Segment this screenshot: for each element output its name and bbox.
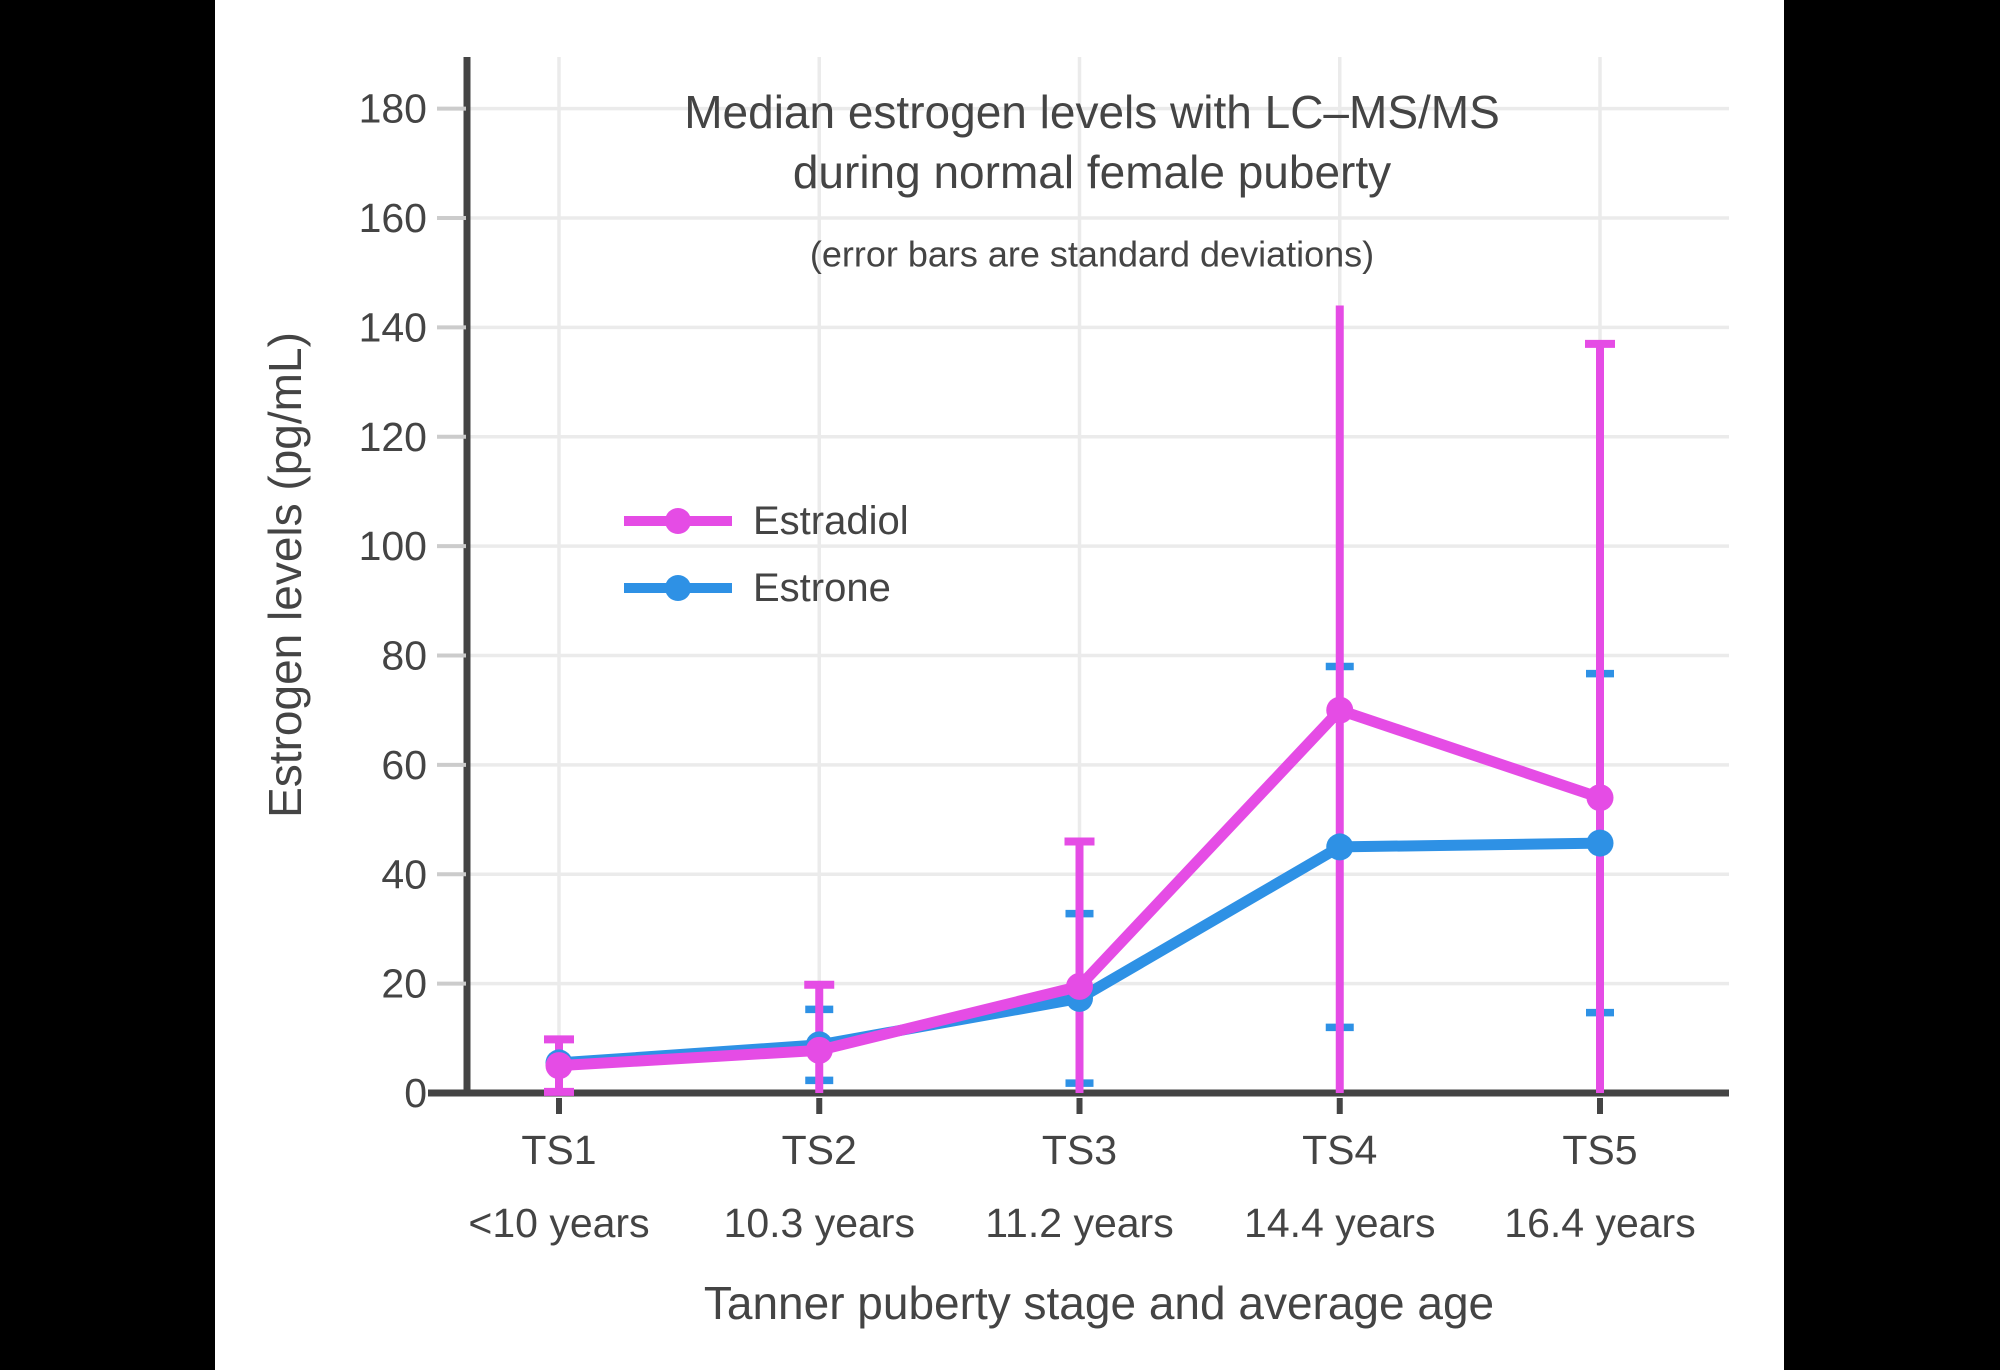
y-tick-label-60: 60 <box>381 742 427 788</box>
y-tick-label-0: 0 <box>404 1070 427 1116</box>
x-tick-label-TS4: TS4 <box>1302 1127 1377 1173</box>
legend-item-estrone[interactable]: Estrone <box>624 566 891 610</box>
y-tick-label-120: 120 <box>359 414 427 460</box>
x-tick-label-TS1: TS1 <box>521 1127 596 1173</box>
tick-labels: 0 20 40 60 80 100 120 140 160 180 TS1 <10 years TS2 1… <box>359 86 1696 1246</box>
age-label-TS2: 10.3 years <box>724 1200 915 1246</box>
chart-title-line1: Median estrogen levels with LC–MS/MS <box>684 86 1500 138</box>
x-tick-label-TS2: TS2 <box>782 1127 857 1173</box>
y-axis-title: Estrogen levels (pg/mL) <box>259 332 311 818</box>
chart-subtitle: (error bars are standard deviations) <box>810 234 1374 275</box>
age-label-TS1: <10 years <box>468 1200 649 1246</box>
age-label-TS3: 11.2 years <box>985 1200 1173 1246</box>
y-tick-label-100: 100 <box>359 523 427 569</box>
legend-marker-swatch-estrone <box>665 575 691 601</box>
letterbox-left-bar <box>0 0 215 1370</box>
estradiol-marker-TS1 <box>545 1052 573 1080</box>
titles: Median estrogen levels with LC–MS/MS dur… <box>259 86 1500 1329</box>
legend: Estradiol Estrone <box>624 499 909 610</box>
series-lines <box>545 696 1614 1080</box>
estradiol-marker-TS4 <box>1326 696 1354 724</box>
legend-marker-swatch-estradiol <box>665 508 691 534</box>
x-tick-label-TS3: TS3 <box>1042 1127 1117 1173</box>
y-tick-label-160: 160 <box>359 195 427 241</box>
x-tick-label-TS5: TS5 <box>1562 1127 1637 1173</box>
estrone-marker-TS5 <box>1586 829 1614 857</box>
estradiol-marker-TS2 <box>805 1036 833 1064</box>
age-label-TS4: 14.4 years <box>1244 1200 1435 1246</box>
estradiol-marker-TS5 <box>1586 784 1614 812</box>
chart-title-line2: during normal female puberty <box>793 146 1391 198</box>
y-tick-label-80: 80 <box>381 633 427 679</box>
estrone-marker-TS4 <box>1326 833 1354 861</box>
legend-label-estrone: Estrone <box>753 566 891 610</box>
legend-item-estradiol[interactable]: Estradiol <box>624 499 909 543</box>
letterbox-right-bar <box>1784 0 2000 1370</box>
estradiol-marker-TS3 <box>1066 972 1093 1000</box>
age-label-TS5: 16.4 years <box>1504 1200 1695 1246</box>
y-tick-label-20: 20 <box>381 961 427 1007</box>
y-tick-label-140: 140 <box>359 304 427 350</box>
legend-label-estradiol: Estradiol <box>753 499 909 543</box>
y-tick-label-180: 180 <box>359 86 427 132</box>
x-axis-title: Tanner puberty stage and average age <box>704 1277 1494 1329</box>
y-tick-label-40: 40 <box>381 851 427 897</box>
